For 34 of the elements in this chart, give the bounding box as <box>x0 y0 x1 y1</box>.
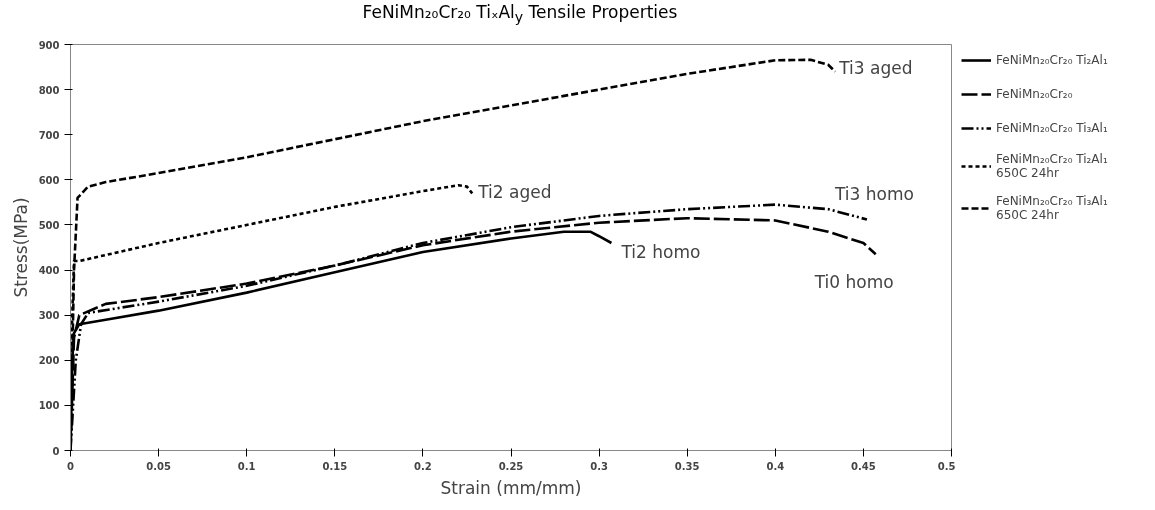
chart-title: FeNiMn₂₀Cr₂₀ TiₓAl$_{y}$ Tensile Properties <box>362 1 678 28</box>
y-tick-label: 700 <box>38 129 60 141</box>
legend-label: FeNiMn₂₀Cr₂₀ <box>996 87 1073 101</box>
x-axis-title: Strain (mm/mm) <box>440 477 582 498</box>
x-tick-label: 0.15 <box>322 460 348 472</box>
y-tick-label: 500 <box>38 219 60 231</box>
legend-label: FeNiMn₂₀Cr₂₀ Ti₂Al₁ <box>996 53 1108 67</box>
y-tick-label: 300 <box>38 310 60 322</box>
x-tick-label: 0.4 <box>766 460 785 472</box>
y-tick-label: 0 <box>52 445 60 457</box>
y-tick-label: 400 <box>38 265 60 277</box>
y-tick-label: 100 <box>38 400 60 412</box>
annotation: Ti3 homo <box>833 183 914 204</box>
x-tick-label: 0.2 <box>414 460 432 472</box>
y-tick-label: 200 <box>38 355 60 367</box>
legend-label: FeNiMn₂₀Cr₂₀ Ti₂Al₁ 650C 24hr <box>996 152 1108 180</box>
legend-label: FeNiMn₂₀Cr₂₀ Ti₃Al₁ <box>996 121 1108 135</box>
x-tick-label: 0.45 <box>851 460 876 472</box>
x-tick-label: 0.1 <box>237 460 256 472</box>
x-tick-label: 0.35 <box>674 460 700 472</box>
x-tick-label: 0.25 <box>498 460 524 472</box>
annotation: Ti3 aged <box>838 57 913 78</box>
annotation: Ti0 homo <box>813 272 894 293</box>
x-tick-label: 0 <box>67 460 75 472</box>
legend-label: FeNiMn₂₀Cr₂₀ Ti₃Al₁ 650C 24hr <box>996 194 1108 222</box>
x-tick-label: 0.05 <box>146 460 171 472</box>
x-tick-label: 0.3 <box>590 460 608 472</box>
y-tick-label: 900 <box>38 39 60 51</box>
x-tick-label: 0.5 <box>937 460 956 472</box>
annotation: Ti2 homo <box>620 241 701 262</box>
annotation: Ti2 aged <box>477 182 552 203</box>
y-tick-label: 800 <box>38 84 60 96</box>
y-tick-label: 600 <box>38 174 60 186</box>
y-axis-title: Stress(MPa) <box>10 197 31 298</box>
